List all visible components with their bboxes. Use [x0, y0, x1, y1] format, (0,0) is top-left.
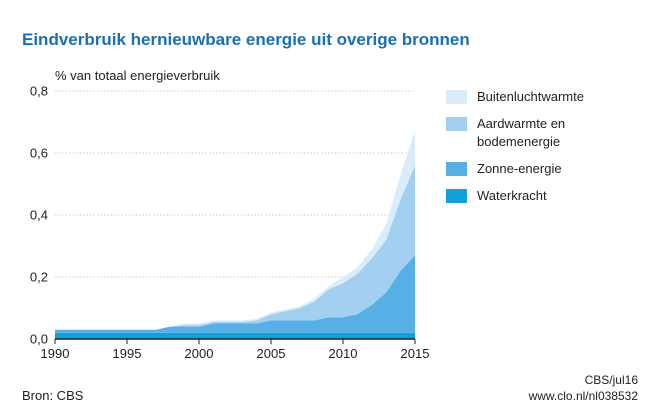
credit-url: www.clo.nl/nl038532 [528, 389, 638, 403]
y-tick-label: 0,2 [30, 270, 48, 285]
y-tick-label: 0,6 [30, 146, 48, 161]
credit-note: CBS/jul16 www.clo.nl/nl038532 [529, 372, 638, 404]
y-tick-label: 0,0 [30, 332, 48, 347]
axes: 0,0 0,2 0,4 0,6 0,8 1990 1995 2000 2005 2010 2015 [30, 84, 430, 362]
legend-swatch [446, 117, 467, 131]
area-zonne-energie [55, 255, 415, 333]
x-tick-label: 2010 [329, 346, 358, 361]
legend-label: Aardwarmte en bodemenergie [477, 116, 566, 149]
y-axis-label: % van totaal energieverbruik [55, 68, 220, 83]
y-tick-label: 0,8 [30, 84, 48, 99]
x-tick-label: 2015 [401, 346, 430, 361]
legend-swatch [446, 189, 467, 203]
y-tick-label: 0,4 [30, 208, 48, 223]
x-tick-label: 1995 [113, 346, 142, 361]
credit-id: CBS/jul16 [584, 373, 638, 387]
stacked-areas [55, 131, 415, 339]
source-note: Bron: CBS [22, 388, 84, 403]
chart-title: Eindverbruik hernieuwbare energie uit ov… [22, 30, 470, 49]
legend: Buitenluchtwarmte Aardwarmte en bodemene… [446, 88, 646, 214]
legend-swatch [446, 90, 467, 104]
legend-item-aardwarmte: Aardwarmte en bodemenergie [446, 115, 646, 151]
area-waterkracht [55, 332, 415, 339]
legend-label: Waterkracht [477, 188, 547, 203]
legend-item-buitenluchtwarmte: Buitenluchtwarmte [446, 88, 646, 106]
legend-label: Zonne-energie [477, 161, 562, 176]
area-aardwarmte-en-bodemenergie [55, 165, 415, 330]
x-tick-label: 2000 [185, 346, 214, 361]
x-tick-label: 2005 [257, 346, 286, 361]
legend-label: Buitenluchtwarmte [477, 89, 584, 104]
legend-item-waterkracht: Waterkracht [446, 187, 646, 205]
gridlines [55, 90, 415, 278]
legend-swatch [446, 162, 467, 176]
legend-item-zonne-energie: Zonne-energie [446, 160, 646, 178]
x-tick-label: 1990 [41, 346, 70, 361]
